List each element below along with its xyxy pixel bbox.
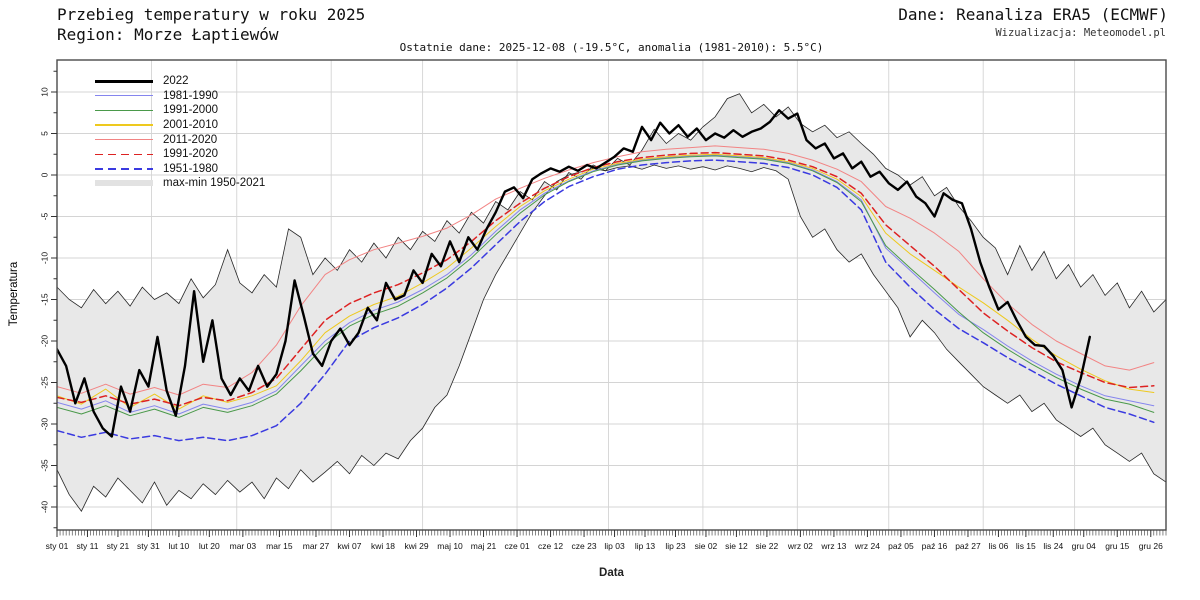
series-1991-2020	[57, 151, 1155, 407]
svg-text:10: 10	[39, 87, 49, 97]
x-tick-label: mar 03	[230, 541, 257, 551]
x-tick-label: gru 15	[1105, 541, 1129, 551]
legend-label: 2011-2020	[163, 133, 218, 146]
line-swatch	[95, 153, 153, 156]
page-title: Przebieg temperatury w roku 2025	[57, 5, 366, 24]
legend-item-1991-2000: 1991-2000	[95, 103, 265, 118]
series-2022	[57, 109, 1092, 438]
x-tick-label: mar 27	[303, 541, 330, 551]
x-tick-label: paź 05	[888, 541, 914, 551]
svg-text:-5: -5	[39, 212, 49, 220]
svg-text:-35: -35	[39, 459, 49, 472]
x-tick-label: sie 12	[725, 541, 748, 551]
line-swatch	[95, 124, 153, 126]
legend-item-1991-2020: 1991-2020	[95, 147, 265, 162]
x-tick-label: lut 10	[168, 541, 189, 551]
x-tick-label: lip 23	[665, 541, 686, 551]
data-source-label: Dane: Reanaliza ERA5 (ECMWF)	[898, 5, 1168, 24]
svg-text:-20: -20	[39, 335, 49, 348]
legend-label: max-min 1950-2021	[163, 177, 266, 190]
x-tick-label: cze 23	[572, 541, 597, 551]
x-tick-label: gru 26	[1139, 541, 1163, 551]
x-tick-label: sty 31	[137, 541, 160, 551]
x-tick-label: kwi 29	[404, 541, 428, 551]
x-tick-label: maj 21	[471, 541, 497, 551]
x-tick-label: sie 02	[695, 541, 718, 551]
line-swatch	[95, 80, 153, 83]
x-tick-label: sty 21	[107, 541, 130, 551]
legend-item-2001-2010: 2001-2010	[95, 118, 265, 133]
svg-text:-30: -30	[39, 418, 49, 431]
x-tick-label: lis 24	[1043, 541, 1063, 551]
x-tick-label: gru 04	[1072, 541, 1096, 551]
x-tick-label: lip 03	[604, 541, 625, 551]
svg-text:-40: -40	[39, 501, 49, 514]
band-swatch	[95, 180, 153, 187]
svg-text:-25: -25	[39, 376, 49, 389]
line-swatch	[95, 95, 153, 97]
line-swatch	[95, 168, 153, 170]
legend-item-1981-1990: 1981-1990	[95, 89, 265, 104]
x-tick-label: wrz 13	[820, 541, 846, 551]
x-tick-label: lis 15	[1016, 541, 1036, 551]
svg-text:-10: -10	[39, 252, 49, 265]
line-swatch	[95, 109, 153, 112]
svg-text:0: 0	[39, 172, 49, 177]
line-swatch	[95, 139, 153, 141]
x-tick-label: cze 01	[505, 541, 530, 551]
x-tick-label: paź 27	[955, 541, 981, 551]
series-2001-2010	[57, 153, 1155, 410]
x-tick-label: paź 16	[922, 541, 948, 551]
chart-legend: 2022 1981-1990 1991-2000 2001-2010 2011-2020…	[95, 74, 265, 191]
x-tick-label: sty 01	[46, 541, 69, 551]
svg-text:-15: -15	[39, 293, 49, 306]
series-1951-1980	[57, 159, 1155, 442]
legend-label: 1991-2020	[163, 148, 218, 161]
x-tick-label: kwi 18	[371, 541, 395, 551]
last-data-subtitle: Ostatnie dane: 2025-12-08 (-19.5°C, anom…	[399, 41, 824, 54]
x-tick-label: sty 11	[76, 541, 98, 551]
x-tick-label: kwi 07	[337, 541, 361, 551]
legend-label: 2001-2010	[163, 119, 218, 132]
legend-label: 1991-2000	[163, 104, 218, 117]
x-tick-label: maj 10	[437, 541, 463, 551]
x-tick-label: mar 15	[266, 541, 293, 551]
x-tick-label: lis 06	[989, 541, 1009, 551]
svg-text:5: 5	[39, 131, 49, 136]
legend-item-1951-1980: 1951-1980	[95, 162, 265, 177]
legend-item-max-min-1950-2021: max-min 1950-2021	[95, 176, 265, 191]
series-1991-2000	[57, 155, 1155, 418]
x-tick-label: wrz 02	[787, 541, 813, 551]
x-tick-label: lip 13	[635, 541, 656, 551]
visualization-credit: Wizualizacja: Meteomodel.pl	[995, 27, 1166, 39]
legend-item-2022: 2022	[95, 74, 265, 89]
x-tick-label: wrz 24	[854, 541, 880, 551]
x-axis-title: Data	[599, 567, 624, 579]
x-tick-label: lut 20	[199, 541, 220, 551]
region-subtitle: Region: Morze Łaptiewów	[57, 25, 279, 44]
legend-label: 1981-1990	[163, 89, 218, 102]
x-tick-label: sie 22	[756, 541, 779, 551]
x-tick-label: cze 12	[538, 541, 563, 551]
legend-label: 2022	[163, 75, 189, 88]
legend-item-2011-2020: 2011-2020	[95, 132, 265, 147]
legend-label: 1951-1980	[163, 162, 218, 175]
